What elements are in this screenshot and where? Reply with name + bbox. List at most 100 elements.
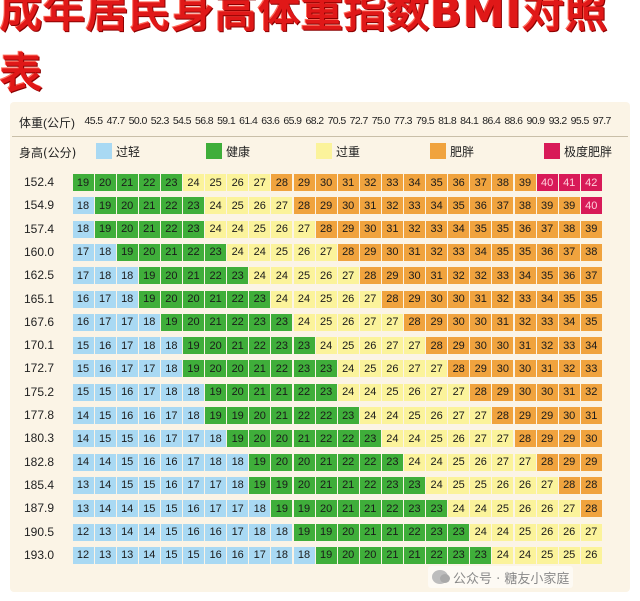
weight-tick-label: 88.6 <box>504 115 523 127</box>
bmi-cell: 24 <box>227 220 249 238</box>
bmi-cell: 20 <box>227 360 249 378</box>
bmi-cell: 15 <box>116 430 138 448</box>
bmi-cell: 13 <box>72 500 94 518</box>
bmi-cell: 29 <box>315 197 337 215</box>
bmi-cell: 17 <box>138 360 160 378</box>
bmi-cell: 27 <box>470 430 492 448</box>
bmi-cell: 19 <box>138 290 160 308</box>
bmi-cell: 17 <box>227 500 249 518</box>
legend-label: 过轻 <box>116 144 141 159</box>
bmi-cell: 22 <box>271 360 293 378</box>
bmi-cell: 24 <box>183 174 204 191</box>
bmi-cell: 23 <box>315 383 337 401</box>
bmi-cell: 38 <box>514 197 536 215</box>
bmi-cell: 29 <box>448 337 470 355</box>
bmi-cell: 22 <box>381 500 403 518</box>
bmi-cell: 16 <box>116 383 138 401</box>
bmi-cell: 27 <box>359 313 381 331</box>
weight-tick-label: 68.2 <box>305 115 324 127</box>
bmi-cell: 19 <box>138 267 160 285</box>
bmi-cell: 16 <box>205 523 227 541</box>
bmi-cell: 32 <box>470 267 492 285</box>
bmi-cell: 35 <box>470 220 492 238</box>
bmi-cell: 24 <box>470 523 492 541</box>
bmi-cell: 33 <box>381 174 403 191</box>
bmi-cell: 39 <box>558 197 580 215</box>
bmi-cell: 28 <box>514 430 536 448</box>
bmi-cell: 28 <box>359 267 381 285</box>
bmi-cell: 17 <box>183 430 204 448</box>
bmi-cell: 29 <box>293 174 315 191</box>
bmi-cell: 21 <box>381 546 403 564</box>
bmi-cell: 23 <box>337 407 359 424</box>
bmi-cell: 26 <box>315 267 337 285</box>
legend-swatch <box>96 143 112 159</box>
bmi-cell: 34 <box>470 243 492 261</box>
weight-tick-label: 97.7 <box>592 115 612 127</box>
bmi-cell: 27 <box>381 313 403 331</box>
bmi-cell: 30 <box>514 360 536 378</box>
bmi-cell: 30 <box>580 430 602 448</box>
bmi-cell: 23 <box>183 220 204 238</box>
bmi-cell: 30 <box>514 383 536 401</box>
bmi-cell: 20 <box>138 243 160 261</box>
bmi-cell: 18 <box>249 500 271 518</box>
bmi-cell: 20 <box>116 197 138 215</box>
bmi-cell: 42 <box>580 174 602 191</box>
bmi-cell: 20 <box>116 220 138 238</box>
bmi-cell: 15 <box>160 546 182 564</box>
bmi-cell: 24 <box>381 407 403 424</box>
bmi-cell: 24 <box>249 267 271 285</box>
bmi-cell: 30 <box>470 337 492 355</box>
bmi-cell: 25 <box>448 453 470 471</box>
bmi-cell: 27 <box>404 360 425 378</box>
bmi-cell: 28 <box>448 360 470 378</box>
bmi-cell: 21 <box>293 430 315 448</box>
bmi-cell: 19 <box>72 174 94 191</box>
height-tick-label: 167.6 <box>24 314 55 329</box>
bmi-cell: 31 <box>359 197 381 215</box>
bmi-cell: 27 <box>536 476 558 494</box>
bmi-cell: 28 <box>315 220 337 238</box>
bmi-cell: 35 <box>492 243 514 261</box>
bmi-cell: 24 <box>249 243 271 261</box>
bmi-cell: 33 <box>580 360 602 378</box>
bmi-cell: 36 <box>558 267 580 285</box>
bmi-cell: 29 <box>337 220 359 238</box>
weight-tick-label: 95.5 <box>570 115 590 127</box>
bmi-cell: 25 <box>337 337 359 355</box>
bmi-cell: 19 <box>94 220 116 238</box>
bmi-cell: 25 <box>514 523 536 541</box>
bmi-cell: 24 <box>514 546 536 564</box>
bmi-cell: 32 <box>381 197 403 215</box>
legend-label: 过重 <box>336 144 361 159</box>
bmi-cell: 26 <box>426 407 448 424</box>
bmi-cell: 23 <box>448 546 470 564</box>
height-tick-label: 160.0 <box>24 244 55 259</box>
bmi-cell: 18 <box>160 383 182 401</box>
bmi-cell: 20 <box>160 290 182 308</box>
bmi-cell: 21 <box>315 453 337 471</box>
bmi-cell: 21 <box>138 220 160 238</box>
bmi-cell: 21 <box>359 523 381 541</box>
bmi-cell: 33 <box>492 267 514 285</box>
bmi-cell: 26 <box>514 500 536 518</box>
bmi-cell: 22 <box>249 337 271 355</box>
bmi-cell: 20 <box>205 337 227 355</box>
bmi-cell: 28 <box>426 337 448 355</box>
bmi-cell: 22 <box>160 197 182 215</box>
bmi-cell: 30 <box>470 313 492 331</box>
bmi-cell: 26 <box>514 476 536 494</box>
bmi-cell: 32 <box>558 360 580 378</box>
bmi-cell: 19 <box>315 523 337 541</box>
bmi-cell: 28 <box>271 174 293 191</box>
bmi-cell: 16 <box>94 360 116 378</box>
header-divider <box>12 136 628 137</box>
bmi-cell: 38 <box>558 220 580 238</box>
bmi-cell: 24 <box>492 523 514 541</box>
bmi-cell: 26 <box>271 220 293 238</box>
height-axis-label: 身高(公分) <box>19 146 77 160</box>
bmi-cell: 21 <box>271 383 293 401</box>
height-tick-label: 172.7 <box>24 361 55 376</box>
bmi-cell: 18 <box>160 337 182 355</box>
